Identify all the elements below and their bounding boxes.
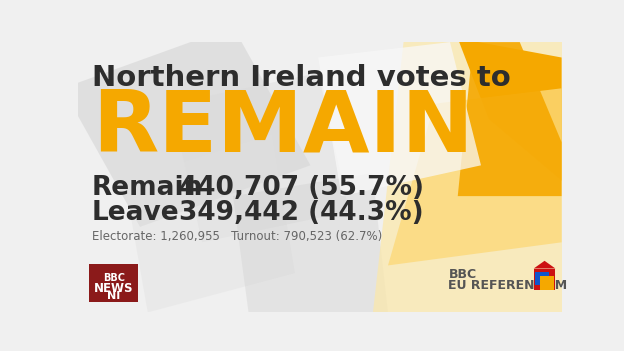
Text: 440,707 (55.7%): 440,707 (55.7%) — [178, 174, 424, 200]
Polygon shape — [534, 261, 555, 269]
Polygon shape — [373, 38, 562, 312]
Text: BBC: BBC — [103, 273, 125, 283]
Text: Remain: Remain — [92, 174, 203, 200]
Polygon shape — [388, 88, 562, 265]
Polygon shape — [458, 38, 562, 181]
Text: NEWS: NEWS — [94, 282, 134, 294]
Text: EU REFERENDUM: EU REFERENDUM — [449, 279, 568, 292]
Polygon shape — [171, 73, 349, 242]
Text: REMAIN: REMAIN — [92, 87, 474, 170]
Bar — [535, 272, 549, 285]
Polygon shape — [125, 134, 295, 312]
Text: NI: NI — [107, 291, 120, 301]
Bar — [540, 276, 554, 290]
Text: BBC: BBC — [449, 269, 477, 282]
Text: 349,442 (44.3%): 349,442 (44.3%) — [178, 200, 423, 226]
Text: Electorate: 1,260,955   Turnout: 790,523 (62.7%): Electorate: 1,260,955 Turnout: 790,523 (… — [92, 230, 382, 243]
Polygon shape — [62, 27, 311, 227]
Polygon shape — [233, 173, 388, 312]
Polygon shape — [318, 42, 481, 196]
Bar — [534, 269, 555, 290]
Polygon shape — [458, 42, 562, 196]
Text: Northern Ireland votes to: Northern Ireland votes to — [92, 64, 510, 92]
Text: Leave: Leave — [92, 200, 180, 226]
Bar — [89, 264, 139, 302]
